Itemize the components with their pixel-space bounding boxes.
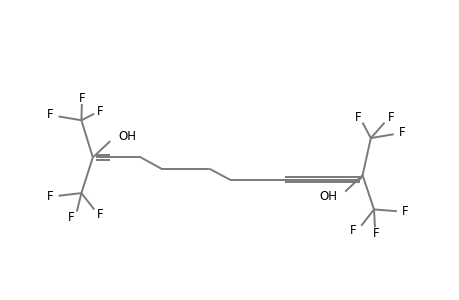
- Text: F: F: [401, 205, 408, 218]
- Text: F: F: [349, 224, 356, 237]
- Text: F: F: [354, 111, 361, 124]
- Text: F: F: [387, 111, 394, 124]
- Text: F: F: [372, 227, 379, 240]
- Text: OH: OH: [319, 190, 337, 203]
- Text: F: F: [47, 108, 54, 122]
- Text: F: F: [97, 208, 104, 221]
- Text: F: F: [68, 211, 74, 224]
- Text: F: F: [96, 105, 103, 118]
- Text: OH: OH: [118, 130, 136, 142]
- Text: F: F: [79, 92, 85, 105]
- Text: F: F: [398, 126, 404, 139]
- Text: F: F: [47, 190, 54, 203]
